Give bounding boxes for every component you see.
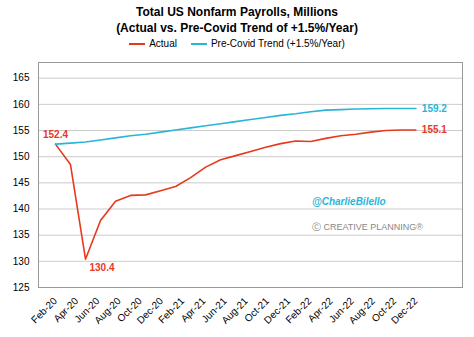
svg-text:165: 165 (13, 72, 30, 83)
svg-text:Jun-20: Jun-20 (72, 295, 102, 325)
svg-text:155.1: 155.1 (422, 124, 447, 135)
svg-text:Aug-22: Aug-22 (346, 295, 378, 326)
svg-text:130.4: 130.4 (89, 262, 114, 273)
svg-text:Dec-21: Dec-21 (261, 295, 293, 326)
svg-text:140: 140 (13, 203, 30, 214)
svg-text:159.2: 159.2 (422, 103, 447, 114)
svg-text:Dec-20: Dec-20 (134, 295, 166, 326)
svg-text:145: 145 (13, 177, 30, 188)
svg-text:Feb-21: Feb-21 (156, 295, 187, 326)
svg-text:Dec-22: Dec-22 (389, 295, 420, 326)
svg-text:Apr-21: Apr-21 (178, 295, 208, 325)
svg-text:152.4: 152.4 (43, 129, 68, 140)
svg-text:Jun-22: Jun-22 (326, 295, 356, 325)
svg-text:Feb-22: Feb-22 (283, 295, 314, 326)
svg-text:Oct-22: Oct-22 (369, 295, 399, 325)
svg-text:150: 150 (13, 151, 30, 162)
html-text:Total US Nonfarm Payrolls, Mil: Total US Nonfarm Payrolls, Millions (136, 5, 338, 19)
svg-text:Jun-21: Jun-21 (199, 295, 229, 325)
svg-text:@CharlieBilello: @CharlieBilello (312, 196, 386, 207)
svg-text:155: 155 (13, 125, 30, 136)
svg-text:135: 135 (13, 229, 30, 240)
svg-text:Aug-21: Aug-21 (219, 295, 250, 326)
svg-text:Ⓒ CREATIVE PLANNING®: Ⓒ CREATIVE PLANNING® (312, 222, 423, 232)
svg-text:Apr-22: Apr-22 (305, 295, 335, 325)
html-text:Actual: Actual (149, 38, 177, 49)
svg-text:130: 130 (13, 256, 30, 267)
svg-text:Feb-20: Feb-20 (29, 295, 60, 326)
html-text:(Actual vs. Pre-Covid Trend of: (Actual vs. Pre-Covid Trend of +1.5%/Yea… (116, 21, 358, 35)
svg-text:125: 125 (13, 282, 30, 293)
svg-text:Aug-20: Aug-20 (92, 295, 123, 326)
svg-text:160: 160 (13, 99, 30, 110)
svg-text:Oct-20: Oct-20 (114, 295, 144, 325)
svg-text:Oct-21: Oct-21 (242, 295, 272, 325)
html-text:Pre-Covid Trend (+1.5%/Year): Pre-Covid Trend (+1.5%/Year) (211, 38, 345, 49)
svg-text:Apr-20: Apr-20 (51, 295, 81, 325)
